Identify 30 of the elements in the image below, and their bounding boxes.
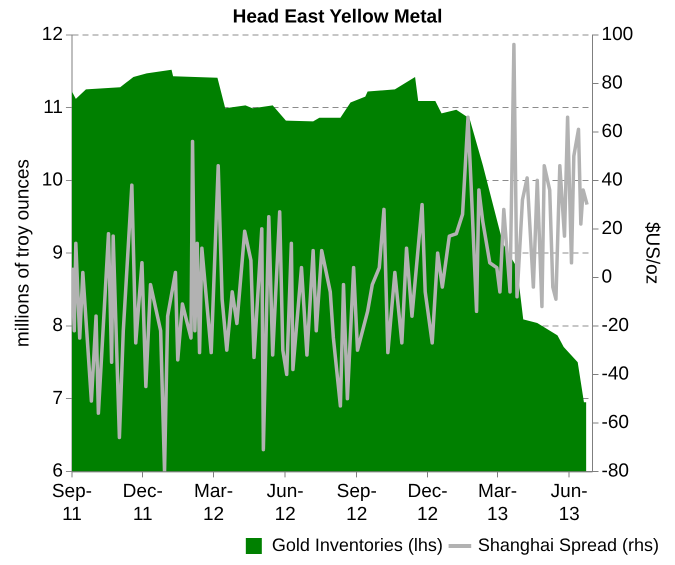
x-tick-label: Dec-12 (407, 481, 448, 525)
y-tick-label: 6 (52, 460, 63, 482)
y2-tick-label: -80 (602, 460, 629, 482)
y2-tick-label: -20 (602, 315, 629, 336)
x-tick-label: Jun-13 (550, 481, 588, 525)
x-tick-label: Sep-12 (336, 481, 377, 525)
x-tick-label: Sep-11 (52, 481, 92, 525)
y2-axis-title: $US/oz (641, 222, 662, 284)
x-tick-label: Dec-11 (122, 481, 163, 525)
y2-tick-label: 20 (602, 218, 623, 240)
y-tick-label: 7 (52, 388, 63, 409)
y-tick-label: 10 (42, 170, 63, 191)
x-tick-label: Jun-12 (266, 481, 304, 525)
y-tick-label: 12 (42, 24, 63, 46)
y2-tick-label: 80 (602, 72, 623, 94)
y2-tick-label: 100 (602, 24, 634, 46)
y2-tick-label: 0 (602, 266, 612, 288)
y2-tick-label: -40 (602, 364, 629, 385)
y-axis-title: millions of troy ounces (12, 159, 34, 348)
chart-title: Head East Yellow Metal (232, 6, 442, 28)
x-tick-label: Mar-13 (478, 481, 518, 525)
y-tick-label: 11 (43, 96, 63, 118)
y2-tick-label: 60 (602, 121, 623, 142)
y2-tick-label: -60 (602, 412, 629, 434)
y2-tick-label: 40 (602, 170, 623, 191)
x-tick-label: Mar-12 (194, 481, 234, 525)
legend-label: Shanghai Spread (rhs) (478, 534, 659, 555)
y-tick-label: 8 (52, 315, 63, 336)
legend-label: Gold Inventories (lhs) (272, 534, 443, 555)
y-tick-label: 9 (52, 242, 63, 264)
